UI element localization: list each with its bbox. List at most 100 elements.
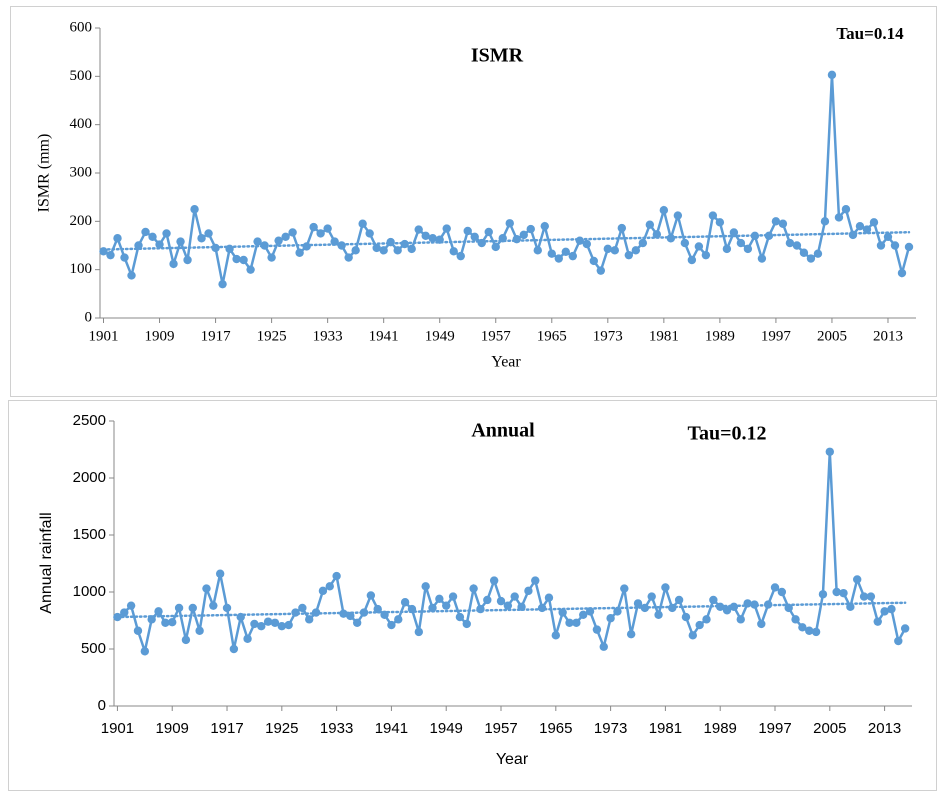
data-point	[428, 234, 437, 243]
data-point	[890, 241, 900, 250]
data-point	[647, 592, 656, 601]
panel-frame	[8, 400, 937, 791]
data-point	[218, 279, 227, 289]
data-point	[680, 238, 690, 248]
data-point	[729, 228, 739, 237]
data-point	[606, 614, 615, 623]
data-point	[832, 587, 841, 597]
data-point	[589, 256, 599, 266]
y-tick-label: 200	[70, 213, 93, 229]
data-point	[305, 615, 314, 624]
data-point	[484, 227, 493, 237]
x-tick-label: 1949	[425, 328, 455, 344]
data-point	[645, 220, 655, 229]
data-point	[168, 618, 177, 627]
data-point	[894, 636, 903, 646]
data-point	[253, 237, 262, 246]
data-line	[116, 451, 907, 657]
data-point	[414, 225, 423, 234]
x-tick-label: 1965	[537, 328, 567, 344]
data-point	[572, 618, 581, 627]
data-point	[681, 612, 691, 622]
data-point	[654, 610, 663, 619]
data-point	[603, 244, 613, 254]
data-point	[757, 619, 766, 629]
data-point	[414, 627, 424, 637]
data-point	[154, 607, 163, 616]
data-point	[133, 626, 143, 635]
data-point	[633, 599, 643, 608]
y-axis-label: ISMR (mm)	[36, 134, 53, 213]
data-point	[435, 594, 444, 604]
data-point	[476, 604, 485, 614]
data-point	[674, 595, 684, 605]
y-tick-label: 0	[98, 697, 106, 714]
y-axis-label: Annual rainfall	[38, 512, 55, 613]
data-point	[770, 583, 780, 592]
data-point	[613, 607, 622, 616]
y-tick-label: 2000	[73, 469, 106, 486]
data-point	[638, 238, 648, 248]
data-point	[449, 247, 458, 256]
data-point	[791, 615, 800, 624]
data-point	[197, 234, 206, 243]
data-point	[561, 247, 570, 256]
data-point	[624, 250, 634, 260]
data-point	[176, 237, 185, 246]
data-point	[876, 241, 886, 250]
annotation: Tau=0.12	[687, 423, 766, 445]
data-point	[126, 601, 136, 610]
data-point	[491, 242, 500, 252]
data-point	[764, 231, 774, 241]
data-point	[729, 602, 739, 612]
data-point	[537, 603, 547, 613]
x-tick-label: 1997	[761, 328, 792, 344]
data-point	[805, 626, 814, 635]
data-point	[311, 608, 321, 617]
data-point	[666, 234, 676, 243]
data-line	[102, 74, 911, 285]
data-point	[155, 240, 164, 249]
data-point	[668, 603, 677, 613]
data-point	[848, 230, 858, 240]
data-point	[386, 237, 395, 247]
data-point	[853, 575, 862, 584]
data-point	[869, 218, 879, 227]
data-point	[813, 249, 823, 258]
data-point	[284, 620, 293, 630]
x-tick-label: 1973	[594, 720, 627, 737]
data-point	[531, 576, 540, 585]
trend-line	[102, 230, 911, 251]
data-point	[827, 70, 837, 80]
y-tick-label: 1500	[73, 526, 106, 543]
data-point	[232, 254, 241, 264]
data-point	[496, 596, 506, 606]
data-point	[400, 598, 410, 607]
data-point	[407, 244, 416, 254]
data-point	[330, 237, 339, 246]
data-point	[558, 608, 567, 617]
data-point	[626, 629, 636, 639]
data-point	[806, 254, 816, 263]
data-point	[281, 232, 290, 241]
data-point	[526, 224, 535, 234]
data-point	[190, 205, 199, 214]
data-point	[359, 608, 369, 617]
data-point	[387, 620, 396, 630]
data-point	[708, 211, 718, 220]
data-point	[435, 235, 444, 244]
trend-line	[116, 601, 907, 619]
x-tick-label: 1933	[320, 720, 353, 737]
x-tick-label: 1957	[484, 720, 517, 737]
data-point	[811, 627, 821, 637]
data-point	[358, 219, 367, 228]
y-tick-label: 2500	[73, 412, 106, 429]
data-point	[239, 255, 248, 265]
data-point	[620, 584, 629, 593]
x-tick-label: 1981	[649, 720, 682, 737]
data-point	[366, 591, 376, 600]
data-point	[407, 604, 417, 614]
data-point	[120, 253, 129, 262]
y-tick-label: 100	[70, 261, 93, 277]
